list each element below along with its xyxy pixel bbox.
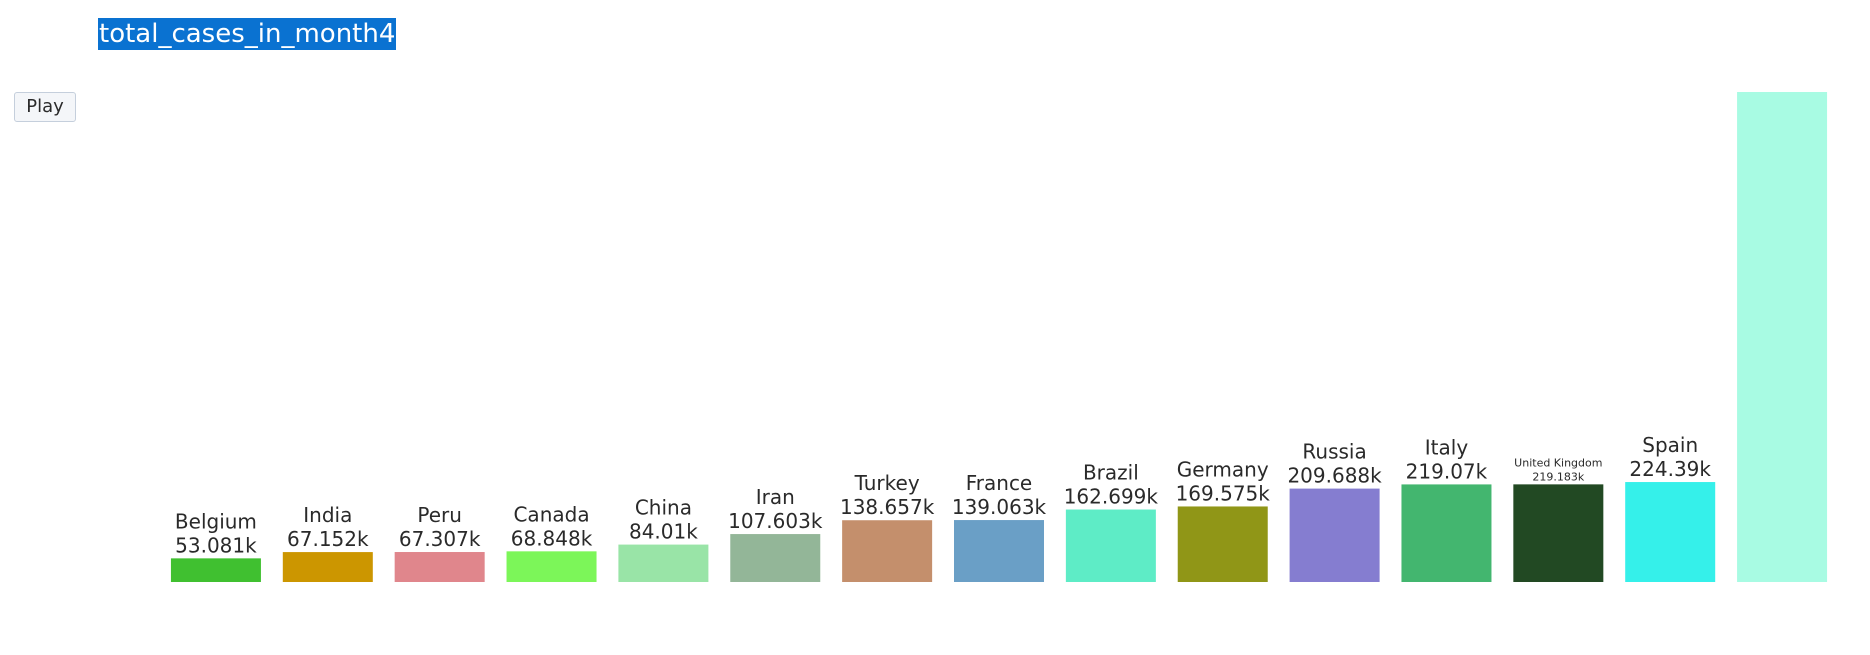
value-label-italy: 219.07k	[1406, 459, 1488, 483]
category-label-germany: Germany	[1177, 457, 1269, 481]
bar-china	[618, 544, 709, 582]
chart-title: total_cases_in_month4	[98, 18, 397, 50]
category-label-france: France	[966, 471, 1033, 495]
value-label-peru: 67.307k	[399, 527, 481, 551]
bar-india	[282, 552, 373, 582]
bar-italy	[1401, 484, 1492, 582]
category-label-spain: Spain	[1642, 433, 1698, 457]
bar-unlabeled	[1737, 92, 1828, 582]
bar-iran	[730, 534, 821, 582]
bar-russia	[1289, 488, 1380, 582]
play-button[interactable]: Play	[14, 92, 76, 122]
bar-turkey	[842, 520, 933, 582]
value-label-spain: 224.39k	[1629, 457, 1711, 481]
category-label-turkey: Turkey	[854, 471, 920, 495]
bar-spain	[1625, 482, 1716, 582]
category-label-russia: Russia	[1302, 440, 1366, 464]
category-label-iran: Iran	[756, 485, 795, 509]
value-label-united-kingdom: 219.183k	[1532, 470, 1584, 483]
bar-united-kingdom	[1513, 484, 1604, 582]
category-label-canada: Canada	[513, 502, 589, 526]
value-label-russia: 209.688k	[1287, 464, 1382, 488]
category-label-peru: Peru	[417, 503, 462, 527]
value-label-turkey: 138.657k	[840, 495, 935, 519]
bar-peru	[394, 552, 485, 582]
bar-germany	[1177, 506, 1268, 582]
value-label-india: 67.152k	[287, 527, 369, 551]
category-label-china: China	[635, 496, 692, 520]
bar-belgium	[170, 558, 261, 582]
value-label-iran: 107.603k	[728, 509, 823, 533]
bar-france	[954, 520, 1044, 582]
bar-brazil	[1065, 509, 1156, 582]
value-label-canada: 68.848k	[511, 526, 593, 550]
category-label-brazil: Brazil	[1083, 461, 1139, 485]
bar-canada	[506, 551, 597, 582]
value-label-germany: 169.575k	[1176, 481, 1271, 505]
value-label-brazil: 162.699k	[1064, 485, 1159, 509]
category-label-united-kingdom: United Kingdom	[1514, 456, 1602, 469]
category-label-belgium: Belgium	[175, 509, 257, 533]
category-label-italy: Italy	[1425, 435, 1469, 459]
value-label-belgium: 53.081k	[175, 533, 257, 557]
value-label-china: 84.01k	[629, 520, 698, 544]
value-label-france: 139.063k	[952, 495, 1047, 519]
category-label-india: India	[303, 503, 352, 527]
